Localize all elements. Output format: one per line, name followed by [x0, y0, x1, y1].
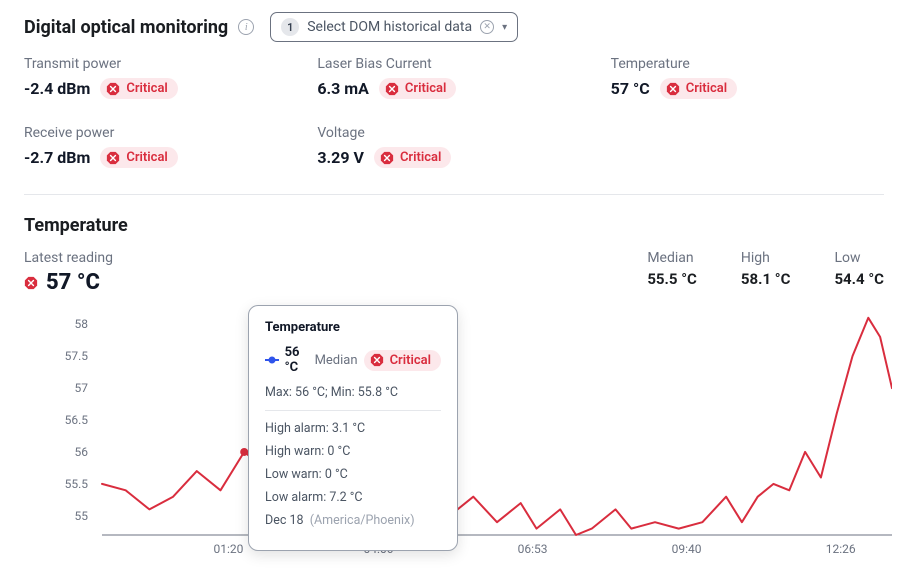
tooltip-threshold-row: Low warn: 0 °C: [265, 467, 441, 482]
dom-header: Digital optical monitoring i 1 Select DO…: [24, 12, 884, 42]
status-pill-critical: Critical: [100, 147, 177, 168]
status-text: Critical: [126, 150, 167, 165]
tooltip-threshold-row: High warn: 0 °C: [265, 444, 441, 459]
metric-value: -2.4 dBm: [24, 79, 90, 98]
tooltip-divider: [265, 410, 441, 411]
tooltip-title: Temperature: [265, 320, 441, 335]
info-icon[interactable]: i: [238, 19, 254, 35]
svg-text:57.5: 57.5: [65, 349, 89, 363]
critical-icon: [380, 151, 394, 165]
svg-text:55.5: 55.5: [65, 477, 89, 491]
critical-icon: [106, 82, 120, 96]
metric-label: Transmit power: [24, 56, 297, 72]
metrics-grid: Transmit power-2.4 dBmCriticalLaser Bias…: [24, 56, 884, 168]
metric-value: 6.3 mA: [317, 79, 369, 98]
tooltip-series-marker: [265, 359, 279, 361]
selector-count-badge: 1: [281, 18, 299, 36]
status-text: Critical: [686, 81, 727, 96]
svg-text:12:26: 12:26: [826, 542, 856, 556]
critical-icon: [666, 82, 680, 96]
metric-cell: Transmit power -2.4 dBm Critical: [24, 56, 297, 99]
metric-cell: Receive power -2.7 dBm Critical: [24, 125, 297, 168]
latest-reading-block: Latest reading 57 °C: [24, 250, 113, 295]
metric-value: 3.29 V: [317, 148, 364, 167]
tooltip-maxmin: Max: 56 °C; Min: 55.8 °C: [265, 385, 441, 400]
critical-icon: [370, 353, 384, 367]
status-pill-critical: Critical: [660, 78, 737, 99]
svg-text:55: 55: [75, 509, 89, 523]
metric-label: Receive power: [24, 125, 297, 141]
status-text: Critical: [126, 81, 167, 96]
metric-value: -2.7 dBm: [24, 148, 90, 167]
temperature-line-chart: 5555.55656.55757.55801:2004:0606:5309:40…: [24, 305, 892, 565]
critical-icon: [385, 82, 399, 96]
status-text: Critical: [405, 81, 446, 96]
metric-cell: Temperature 57 °C Critical: [611, 56, 884, 99]
metric-label: Temperature: [611, 56, 884, 72]
svg-text:01:20: 01:20: [213, 542, 243, 556]
chart-title: Temperature: [24, 215, 884, 236]
section-title: Digital optical monitoring: [24, 17, 228, 38]
critical-icon: [24, 276, 38, 290]
chevron-down-icon[interactable]: ▾: [502, 22, 507, 33]
critical-icon: [106, 151, 120, 165]
chart-stat: Median 55.5 °C: [647, 250, 697, 295]
chart-stat: Low 54.4 °C: [834, 250, 884, 295]
tooltip-value: 56 °C: [285, 345, 309, 375]
tooltip-status-pill: Critical: [364, 350, 441, 371]
tooltip-threshold-row: High alarm: 3.1 °C: [265, 421, 441, 436]
chart-area: 5555.55656.55757.55801:2004:0606:5309:40…: [24, 305, 884, 565]
stat-label: High: [741, 250, 791, 266]
divider: [24, 194, 884, 195]
latest-reading-label: Latest reading: [24, 250, 113, 266]
status-text: Critical: [400, 150, 441, 165]
chart-summary-row: Latest reading 57 °C Median 55.5 °C High 58…: [24, 250, 884, 295]
metric-label: Laser Bias Current: [317, 56, 590, 72]
historical-data-selector[interactable]: 1 Select DOM historical data ✕ ▾: [270, 12, 518, 42]
metric-cell: Voltage 3.29 V Critical: [317, 125, 590, 168]
chart-tooltip: Temperature 56 °C Median Critical Max: 5…: [248, 305, 458, 551]
status-pill-critical: Critical: [100, 78, 177, 99]
svg-text:56.5: 56.5: [65, 413, 89, 427]
svg-text:06:53: 06:53: [518, 542, 548, 556]
status-pill-critical: Critical: [379, 78, 456, 99]
selector-label: Select DOM historical data: [307, 19, 472, 35]
metric-value: 57 °C: [611, 79, 650, 98]
metric-cell: Laser Bias Current 6.3 mA Critical: [317, 56, 590, 99]
stat-label: Median: [647, 250, 697, 266]
tooltip-threshold-row: Low alarm: 7.2 °C: [265, 490, 441, 505]
stat-label: Low: [834, 250, 884, 266]
svg-text:58: 58: [75, 317, 89, 331]
chart-stats-row: Median 55.5 °C High 58.1 °C Low 54.4 °C: [647, 250, 884, 295]
chart-stat: High 58.1 °C: [741, 250, 791, 295]
stat-value: 54.4 °C: [834, 270, 884, 288]
svg-text:56: 56: [75, 445, 89, 459]
tooltip-date-row: Dec 18 (America/Phoenix): [265, 513, 441, 528]
latest-reading-value: 57 °C: [46, 270, 100, 295]
stat-value: 58.1 °C: [741, 270, 791, 288]
clear-icon[interactable]: ✕: [480, 20, 494, 34]
stat-value: 55.5 °C: [647, 270, 697, 288]
status-pill-critical: Critical: [374, 147, 451, 168]
svg-text:09:40: 09:40: [672, 542, 702, 556]
metric-label: Voltage: [317, 125, 590, 141]
svg-text:57: 57: [75, 381, 89, 395]
tooltip-value-label: Median: [315, 353, 358, 368]
